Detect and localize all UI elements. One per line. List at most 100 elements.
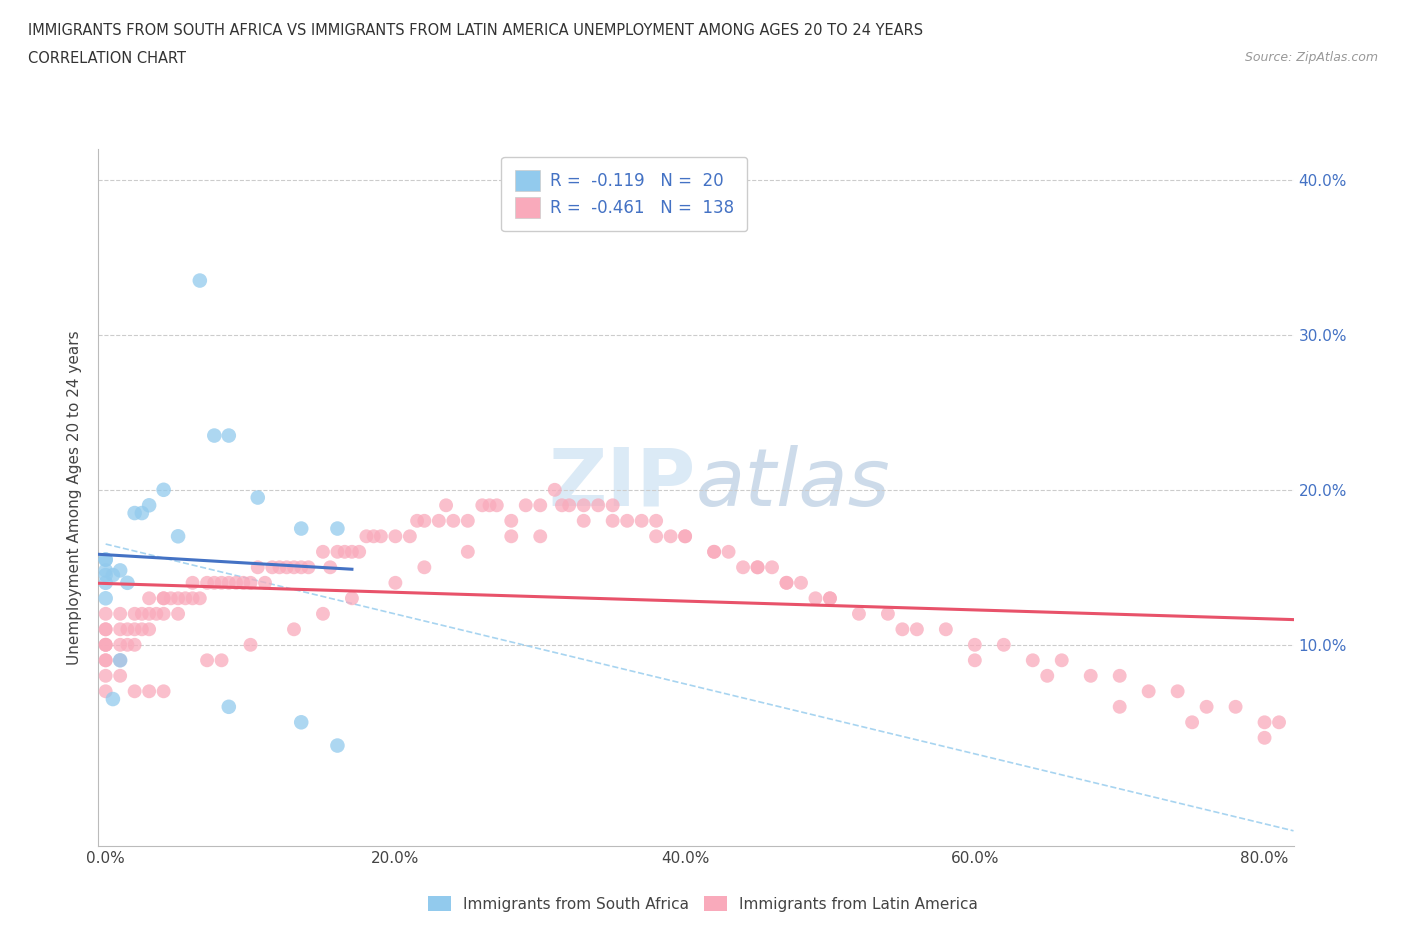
Point <box>152 606 174 621</box>
Point <box>775 576 797 591</box>
Point <box>370 529 392 544</box>
Point <box>211 653 233 668</box>
Point <box>790 576 813 591</box>
Point <box>572 498 595 512</box>
Point <box>340 591 363 605</box>
Point <box>167 591 190 605</box>
Point <box>108 669 131 684</box>
Point <box>471 498 494 512</box>
Point <box>891 622 914 637</box>
Point <box>188 273 211 288</box>
Point <box>935 622 957 637</box>
Point <box>1036 669 1059 684</box>
Point <box>94 591 117 605</box>
Point <box>457 513 479 528</box>
Point <box>1022 653 1045 668</box>
Point <box>761 560 783 575</box>
Point <box>108 622 131 637</box>
Point <box>101 692 124 707</box>
Point <box>1253 715 1275 730</box>
Point <box>1253 730 1275 745</box>
Point <box>1108 699 1130 714</box>
Point <box>218 576 240 591</box>
Point <box>645 513 668 528</box>
Point <box>94 637 117 652</box>
Point <box>347 544 370 559</box>
Point <box>1195 699 1218 714</box>
Point <box>478 498 501 512</box>
Point <box>232 576 254 591</box>
Point <box>673 529 696 544</box>
Point <box>326 521 349 536</box>
Point <box>108 653 131 668</box>
Point <box>94 552 117 567</box>
Point <box>124 606 146 621</box>
Point <box>457 544 479 559</box>
Point <box>94 653 117 668</box>
Point <box>108 563 131 578</box>
Point <box>1225 699 1247 714</box>
Point <box>399 529 422 544</box>
Point <box>572 513 595 528</box>
Point <box>124 506 146 521</box>
Point <box>101 567 124 582</box>
Point <box>602 498 624 512</box>
Text: ZIP: ZIP <box>548 445 696 523</box>
Point <box>117 576 139 591</box>
Point <box>963 653 986 668</box>
Point <box>703 544 725 559</box>
Point <box>202 428 225 443</box>
Point <box>630 513 652 528</box>
Point <box>94 563 117 578</box>
Text: CORRELATION CHART: CORRELATION CHART <box>28 51 186 66</box>
Point <box>356 529 378 544</box>
Point <box>195 653 218 668</box>
Point <box>239 576 262 591</box>
Point <box>290 560 312 575</box>
Point <box>269 560 291 575</box>
Point <box>253 576 276 591</box>
Point <box>108 606 131 621</box>
Text: IMMIGRANTS FROM SOUTH AFRICA VS IMMIGRANTS FROM LATIN AMERICA UNEMPLOYMENT AMONG: IMMIGRANTS FROM SOUTH AFRICA VS IMMIGRAN… <box>28 23 924 38</box>
Point <box>673 529 696 544</box>
Point <box>312 606 335 621</box>
Point <box>993 637 1015 652</box>
Point <box>152 684 174 698</box>
Point <box>290 715 312 730</box>
Point <box>775 576 797 591</box>
Point <box>167 529 190 544</box>
Point <box>138 622 160 637</box>
Point <box>326 544 349 559</box>
Point <box>747 560 769 575</box>
Point <box>225 576 247 591</box>
Point <box>363 529 385 544</box>
Point <box>152 591 174 605</box>
Point <box>1268 715 1291 730</box>
Point <box>616 513 638 528</box>
Point <box>94 637 117 652</box>
Point <box>529 529 551 544</box>
Point <box>413 560 436 575</box>
Point <box>1080 669 1102 684</box>
Point <box>276 560 298 575</box>
Point <box>290 521 312 536</box>
Point <box>138 498 160 512</box>
Point <box>515 498 537 512</box>
Point <box>283 560 305 575</box>
Point <box>333 544 356 559</box>
Point <box>645 529 668 544</box>
Point <box>94 552 117 567</box>
Point <box>804 591 827 605</box>
Y-axis label: Unemployment Among Ages 20 to 24 years: Unemployment Among Ages 20 to 24 years <box>67 330 83 665</box>
Point <box>94 576 117 591</box>
Point <box>717 544 740 559</box>
Point <box>319 560 342 575</box>
Point <box>94 567 117 582</box>
Point <box>703 544 725 559</box>
Point <box>117 622 139 637</box>
Point <box>1137 684 1160 698</box>
Point <box>963 637 986 652</box>
Point <box>905 622 928 637</box>
Point <box>413 513 436 528</box>
Point <box>117 637 139 652</box>
